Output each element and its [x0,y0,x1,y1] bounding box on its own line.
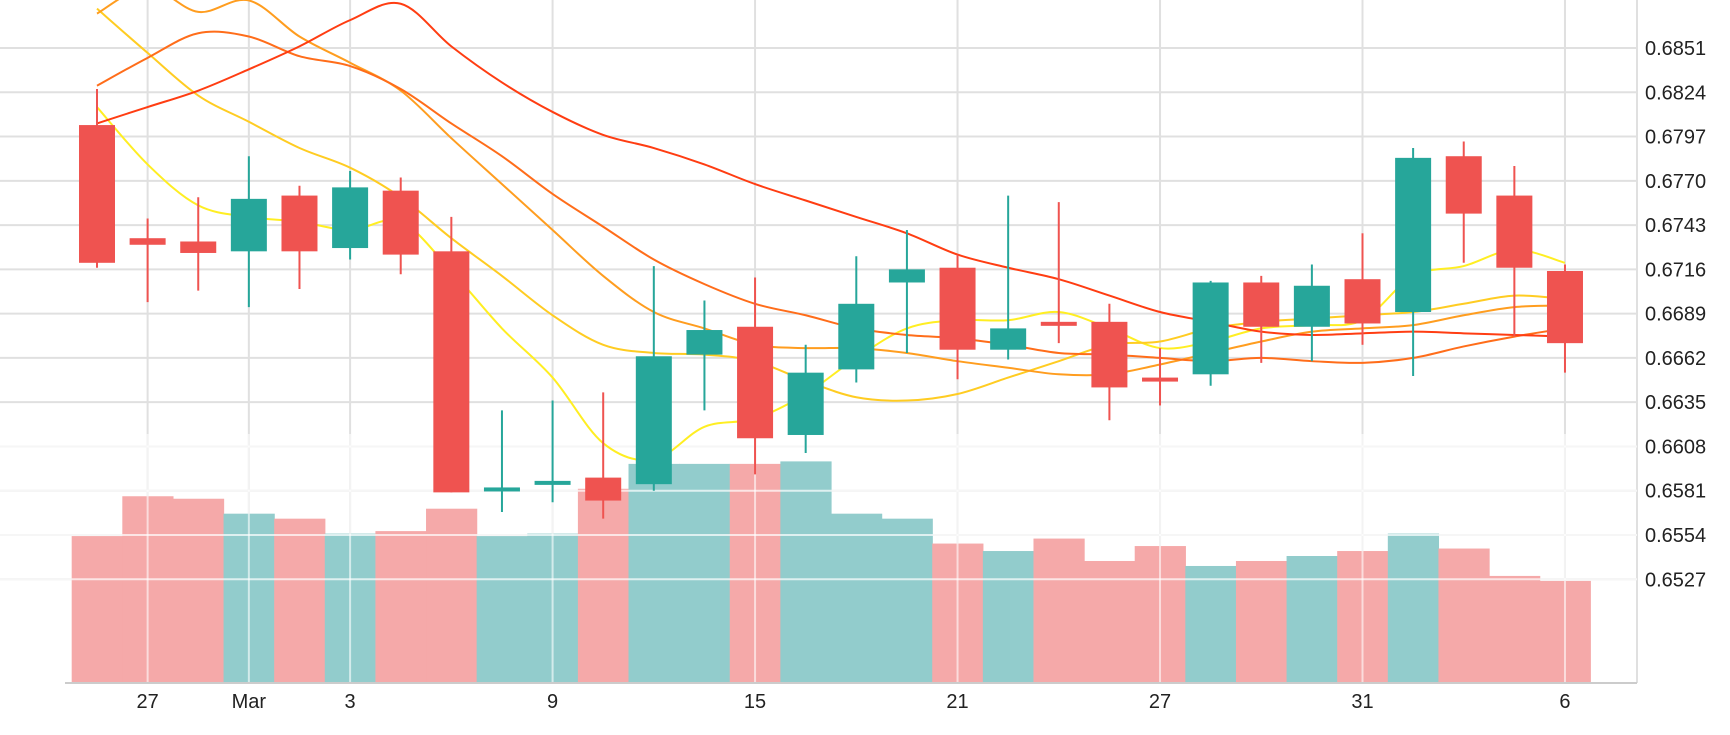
volume-bar [1286,556,1338,683]
volume-bar [1489,575,1541,683]
candle-body [1445,156,1482,214]
candle-body [382,190,419,255]
candle-body [939,267,976,350]
candle-body [1496,195,1533,268]
volume-bar [375,531,427,683]
candle-body [888,269,925,283]
y-tick-label: 0.6662 [1645,348,1706,370]
y-tick-label: 0.6608 [1645,436,1706,458]
y-tick-label: 0.6770 [1645,171,1706,193]
x-tick-label: 21 [946,691,968,713]
candle-body [990,328,1027,350]
volume-bar [1185,565,1237,683]
y-tick-label: 0.6527 [1645,569,1706,591]
candle-body [281,195,318,252]
y-axis: 0.6851 0.6824 0.6797 0.6770 0.6743 0.6716 0.66… [1645,38,1706,591]
candle-body [585,477,622,501]
candle-body [180,241,217,253]
y-tick-label: 0.6689 [1645,304,1706,326]
volume-bar [1438,548,1490,683]
candle-body [737,326,774,439]
x-tick-label: 6 [1559,691,1570,713]
y-tick-label: 0.6635 [1645,392,1706,414]
x-tick-label: 27 [1149,691,1171,713]
volume-bar [426,508,478,683]
volume-bar [1387,533,1440,683]
x-tick-label: 31 [1351,691,1373,713]
x-tick-label: 15 [744,691,766,713]
volume-bar [982,551,1035,683]
volume-bar [1033,538,1085,683]
candle-body [1192,282,1229,375]
candle-body [483,487,520,492]
volume-bar [577,488,630,683]
volume-bar [628,463,680,683]
volume-bar [172,498,225,683]
candle-body [1546,271,1583,344]
volume-bar [1084,560,1136,683]
volume-bar [881,518,933,683]
candle-body [1040,321,1077,326]
y-tick-label: 0.6743 [1645,215,1706,237]
volume-bar [476,536,528,683]
candles [79,88,1583,519]
candle-body [79,125,115,263]
y-tick-label: 0.6716 [1645,259,1706,281]
candle-body [534,480,571,485]
volume-bar [71,536,123,683]
x-tick-label: 3 [345,691,356,713]
y-tick-label: 0.6824 [1645,82,1706,104]
y-tick-label: 0.6851 [1645,38,1706,60]
moving-average-line [96,1,1566,338]
volume-bar [780,461,832,683]
candle-body [129,238,166,245]
candle-body [686,330,723,355]
volume-bar [830,513,883,683]
volume-bars [71,461,1591,683]
x-tick-label: 9 [547,691,558,713]
y-tick-label: 0.6797 [1645,127,1706,149]
volume-bar [1235,560,1288,683]
candle-body [1243,282,1280,327]
y-tick-label: 0.6554 [1645,525,1706,547]
candle-body [230,198,267,252]
volume-grid-overlay [0,434,1637,683]
candle-body [1293,285,1330,327]
candle-body [1344,279,1381,324]
moving-average-line [96,30,1566,364]
candle-body [838,303,875,370]
candle-body [635,356,672,485]
candle-body [1395,157,1432,312]
candle-body [332,187,369,249]
candle-body [1091,321,1128,388]
x-axis: 27 Mar 3 9 15 21 27 31 6 [65,682,1637,713]
volume-bar [274,518,326,683]
y-tick-label: 0.6581 [1645,481,1706,503]
candle-body [787,372,824,435]
candle-body [1142,377,1179,382]
volume-bar [679,463,731,683]
x-tick-label: 27 [136,691,158,713]
x-tick-label: Mar [232,691,267,713]
candle-body [433,251,470,493]
